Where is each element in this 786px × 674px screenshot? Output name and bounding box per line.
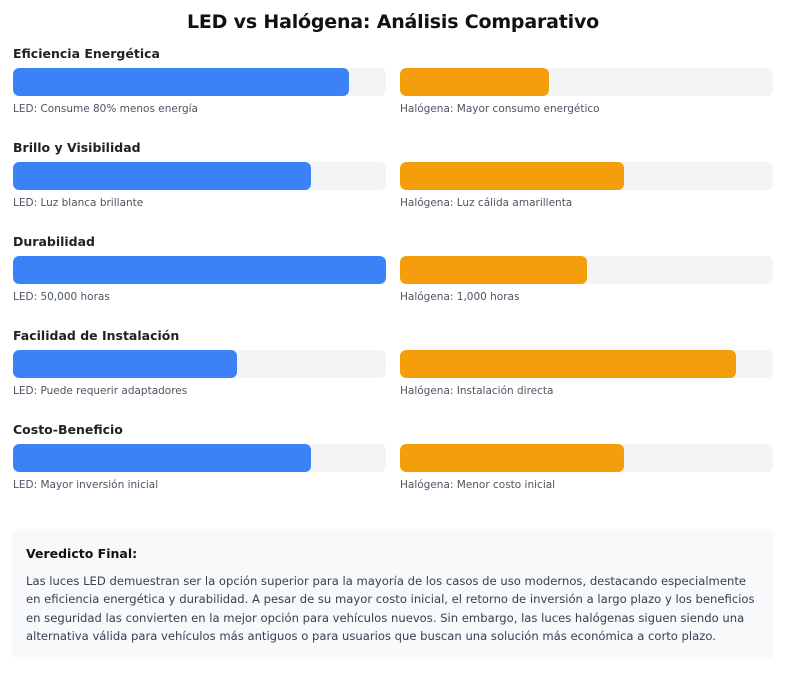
category-label: Facilidad de Instalación bbox=[13, 328, 180, 343]
halogena-bar-label: Halógena: Menor costo inicial bbox=[400, 479, 556, 491]
halogena-bar-track bbox=[400, 444, 773, 472]
led-bar-track bbox=[13, 68, 386, 96]
category-row: Costo-Beneficio LED: Mayor inversión inic… bbox=[13, 416, 773, 510]
category-label: Durabilidad bbox=[13, 234, 96, 249]
led-bar-label: LED: Luz blanca brillante bbox=[13, 197, 144, 209]
halogena-bar bbox=[400, 68, 550, 96]
category-row: Eficiencia Energética LED: Consume 80% me… bbox=[13, 40, 773, 134]
halogena-bar-track bbox=[400, 162, 773, 190]
verdict-text: Las luces LED demuestran ser la opción s… bbox=[26, 574, 755, 644]
halogena-bar-track bbox=[400, 68, 773, 96]
led-bar-column: LED: Luz blanca brillante bbox=[13, 162, 386, 210]
chart-title: LED vs Halógena: Análisis Comparativo bbox=[187, 11, 599, 33]
led-bar bbox=[13, 350, 237, 378]
led-bar-track bbox=[13, 350, 386, 378]
bar-pair: LED: 50,000 horas Halógena: 1,000 horas bbox=[13, 256, 773, 304]
led-bar-label: LED: Puede requerir adaptadores bbox=[13, 385, 188, 397]
halogena-bar-track bbox=[400, 350, 773, 378]
halogena-bar bbox=[400, 162, 624, 190]
halogena-bar-column: Halógena: Luz cálida amarillenta bbox=[400, 162, 773, 210]
comparison-chart: Eficiencia Energética LED: Consume 80% me… bbox=[13, 40, 773, 510]
halogena-bar-column: Halógena: Instalación directa bbox=[400, 350, 773, 398]
led-bar bbox=[13, 68, 349, 96]
led-bar bbox=[13, 256, 386, 284]
verdict-title: Veredicto Final: bbox=[26, 546, 138, 561]
halogena-bar-label: Halógena: Instalación directa bbox=[400, 385, 554, 397]
led-bar bbox=[13, 162, 312, 190]
halogena-bar-label: Halógena: Mayor consumo energético bbox=[400, 103, 600, 115]
halogena-bar-label: Halógena: Luz cálida amarillenta bbox=[400, 197, 573, 209]
led-bar-label: LED: 50,000 horas bbox=[13, 291, 110, 303]
led-bar-column: LED: 50,000 horas bbox=[13, 256, 386, 304]
led-bar-column: LED: Consume 80% menos energía bbox=[13, 68, 386, 116]
halogena-bar-column: Halógena: 1,000 horas bbox=[400, 256, 773, 304]
bar-pair: LED: Puede requerir adaptadores Halógena:… bbox=[13, 350, 773, 398]
led-bar-label: LED: Consume 80% menos energía bbox=[13, 103, 198, 115]
led-bar-track bbox=[13, 256, 386, 284]
halogena-bar bbox=[400, 256, 587, 284]
bar-pair: LED: Mayor inversión inicial Halógena: Me… bbox=[13, 444, 773, 492]
halogena-bar-track bbox=[400, 256, 773, 284]
category-label: Eficiencia Energética bbox=[13, 46, 160, 61]
halogena-bar bbox=[400, 350, 736, 378]
led-bar-track bbox=[13, 444, 386, 472]
category-row: Brillo y Visibilidad LED: Luz blanca bril… bbox=[13, 134, 773, 228]
halogena-bar-label: Halógena: 1,000 horas bbox=[400, 291, 520, 303]
led-bar bbox=[13, 444, 312, 472]
led-bar-track bbox=[13, 162, 386, 190]
category-label: Brillo y Visibilidad bbox=[13, 140, 141, 155]
category-label: Costo-Beneficio bbox=[13, 422, 123, 437]
bar-pair: LED: Luz blanca brillante Halógena: Luz c… bbox=[13, 162, 773, 210]
halogena-bar-column: Halógena: Mayor consumo energético bbox=[400, 68, 773, 116]
bar-pair: LED: Consume 80% menos energía Halógena: … bbox=[13, 68, 773, 116]
halogena-bar bbox=[400, 444, 624, 472]
verdict-box: Veredicto Final: Las luces LED demuestra… bbox=[12, 529, 773, 659]
halogena-bar-column: Halógena: Menor costo inicial bbox=[400, 444, 773, 492]
led-bar-column: LED: Puede requerir adaptadores bbox=[13, 350, 386, 398]
category-row: Durabilidad LED: 50,000 horas Halógena: 1,… bbox=[13, 228, 773, 322]
led-bar-label: LED: Mayor inversión inicial bbox=[13, 479, 159, 491]
led-bar-column: LED: Mayor inversión inicial bbox=[13, 444, 386, 492]
category-row: Facilidad de Instalación LED: Puede reque… bbox=[13, 322, 773, 416]
